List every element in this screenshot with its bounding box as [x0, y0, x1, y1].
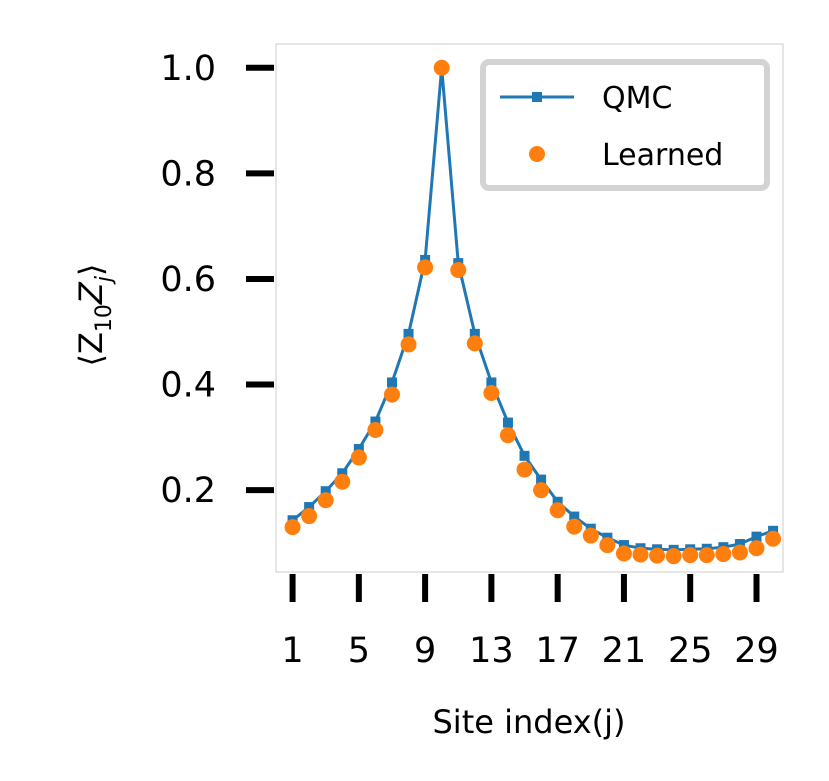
y-tick-label: 0.6 — [160, 260, 216, 300]
y-axis: 0.2 0.4 0.6 0.8 1.0 — [160, 49, 274, 511]
series-layer — [284, 59, 782, 565]
qmc-point — [536, 474, 547, 485]
learned-point — [566, 518, 583, 535]
learned-point — [350, 449, 367, 466]
qmc-point — [370, 416, 381, 427]
qmc-point — [320, 486, 331, 497]
x-tick-label: 9 — [414, 631, 436, 671]
learned-point — [582, 527, 599, 544]
x-tick-label: 29 — [734, 631, 779, 671]
y-tick-label: 0.4 — [160, 366, 216, 406]
legend-box — [480, 59, 770, 191]
x-axis-label: Site index(j) — [432, 703, 625, 741]
x-tick-label: 21 — [602, 631, 647, 671]
learned-point — [748, 540, 765, 557]
qmc-point — [519, 450, 530, 461]
learned-point — [466, 335, 483, 352]
learned-point — [765, 530, 782, 547]
x-axis: 1 5 9 13 17 21 25 29 — [281, 574, 779, 671]
learned-point — [665, 548, 682, 565]
x-tick-label: 17 — [535, 631, 580, 671]
qmc-point — [569, 511, 580, 522]
qmc-point — [751, 531, 762, 542]
learned-point — [317, 492, 334, 509]
learned-point — [433, 59, 450, 76]
learned-point — [301, 508, 318, 525]
qmc-point — [403, 328, 414, 339]
legend: QMC Learned — [480, 59, 770, 191]
x-tick-label: 13 — [469, 631, 514, 671]
qmc-point — [353, 443, 364, 454]
qmc-point — [552, 496, 563, 507]
learned-point — [284, 519, 301, 536]
learned-point — [450, 261, 467, 278]
learned-point — [516, 461, 533, 478]
learned-point — [499, 427, 516, 444]
qmc-point — [734, 539, 745, 550]
y-tick-label: 0.2 — [160, 471, 216, 511]
learned-point — [417, 259, 434, 276]
learned-point — [400, 336, 417, 353]
learned-point — [334, 473, 351, 490]
learned-point — [731, 544, 748, 561]
learned-point — [383, 386, 400, 403]
learned-point — [649, 547, 666, 564]
qmc-point — [502, 417, 513, 428]
x-tick-label: 1 — [281, 631, 303, 671]
qmc-point — [486, 377, 497, 388]
qmc-point — [304, 502, 315, 513]
qmc-point — [618, 540, 629, 551]
y-axis-label: ⟨Z10Zj⟩ — [72, 264, 117, 367]
y-tick-label: 0.8 — [160, 154, 216, 194]
learned-point — [549, 502, 566, 519]
x-tick-label: 5 — [348, 631, 370, 671]
x-tick-label: 25 — [668, 631, 713, 671]
legend-qmc-label: QMC — [602, 81, 672, 116]
qmc-point — [337, 468, 348, 479]
learned-point — [632, 546, 649, 563]
learned-point — [367, 421, 384, 438]
legend-learned-label: Learned — [602, 138, 723, 173]
legend-qmc-marker — [532, 92, 542, 102]
qmc-point — [386, 377, 397, 388]
qmc-point — [469, 328, 480, 339]
learned-point — [715, 546, 732, 563]
learned-point — [483, 385, 500, 402]
learned-point — [682, 547, 699, 564]
learned-point — [599, 537, 616, 554]
learned-point — [533, 482, 550, 499]
legend-learned-marker — [529, 146, 545, 162]
y-tick-label: 1.0 — [160, 49, 216, 89]
learned-point — [698, 547, 715, 564]
learned-point — [615, 545, 632, 562]
